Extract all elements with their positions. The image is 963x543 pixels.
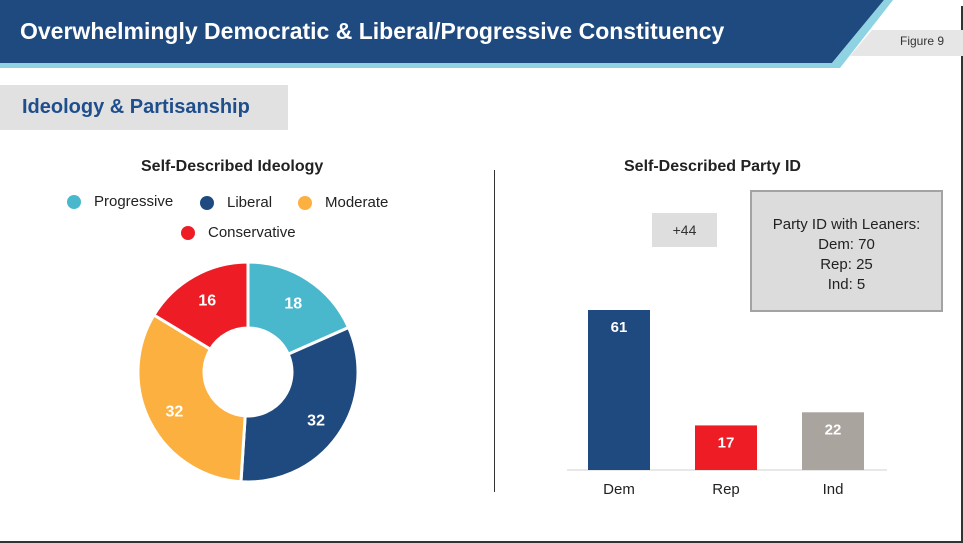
party-id-bar-chart: 61 Dem 17 Rep 22 Ind (567, 310, 887, 498)
leaners-ind: Ind: 5 (827, 276, 866, 293)
bar-category-rep: Rep (712, 481, 740, 498)
bar-label-dem: 61 (611, 319, 628, 336)
legend-item-moderate: Moderate (298, 194, 388, 211)
leaners-title: Party ID with Leaners: (772, 216, 921, 233)
donut-label-progressive: 18 (284, 295, 302, 312)
leaners-dem: Dem: 70 (818, 236, 875, 253)
bar-label-ind: 22 (825, 421, 842, 438)
figure-label-tab (850, 30, 963, 56)
bar-category-dem: Dem (603, 481, 635, 498)
legend-label-liberal: Liberal (227, 194, 273, 211)
legend-dot-progressive (67, 194, 81, 209)
bar-chart-title: Self-Described Party ID (624, 158, 801, 175)
legend-item-progressive: Progressive (67, 193, 173, 210)
ideology-donut-chart: 18 32 32 16 (136, 260, 360, 484)
donut-chart-title: Self-Described Ideology (141, 158, 324, 175)
figure-label: Figure 9 (900, 34, 945, 48)
section-title: Ideology & Partisanship (22, 96, 250, 118)
bar-dem (588, 310, 650, 470)
legend-item-liberal: Liberal (200, 194, 272, 211)
legend-label-moderate: Moderate (325, 194, 389, 211)
donut-slice-liberal (239, 325, 360, 484)
chart-divider (494, 170, 495, 492)
donut-slice-progressive (246, 260, 351, 357)
header-bar (0, 0, 884, 63)
page-title: Overwhelmingly Democratic & Liberal/Prog… (20, 18, 725, 44)
legend-label-conservative: Conservative (208, 224, 296, 241)
header-banner (0, 0, 963, 68)
bar-category-ind: Ind (823, 481, 844, 498)
legend-dot-moderate (298, 195, 312, 210)
legend-dot-conservative (181, 225, 195, 240)
leaners-box: Party ID with Leaners: Dem: 70 Rep: 25 I… (750, 190, 943, 312)
donut-label-moderate: 32 (166, 403, 184, 420)
donut-label-liberal: 32 (307, 412, 325, 429)
section-header-box (0, 85, 288, 130)
leaners-rep: Rep: 25 (820, 256, 873, 273)
bar-ind (802, 412, 864, 470)
donut-slice-moderate (136, 312, 247, 484)
legend-item-conservative: Conservative (181, 224, 296, 241)
bar-rep (695, 425, 757, 470)
legend-label-progressive: Progressive (94, 193, 174, 210)
bar-label-rep: 17 (718, 434, 735, 451)
margin-annotation: +44 (652, 213, 717, 247)
donut-slice-conservative (151, 260, 250, 352)
legend-dot-liberal (200, 195, 214, 210)
donut-label-conservative: 16 (198, 293, 216, 310)
